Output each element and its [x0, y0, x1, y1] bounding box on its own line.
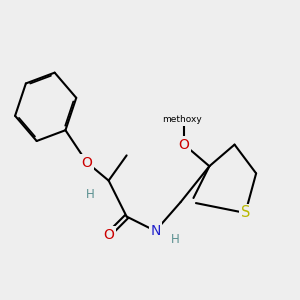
Text: H: H	[86, 188, 95, 202]
Text: methoxy: methoxy	[163, 115, 202, 124]
Text: O: O	[82, 156, 92, 170]
Text: O: O	[179, 138, 190, 152]
Text: S: S	[241, 206, 250, 220]
Text: H: H	[171, 233, 180, 246]
Text: N: N	[150, 224, 161, 238]
Text: O: O	[103, 227, 114, 242]
